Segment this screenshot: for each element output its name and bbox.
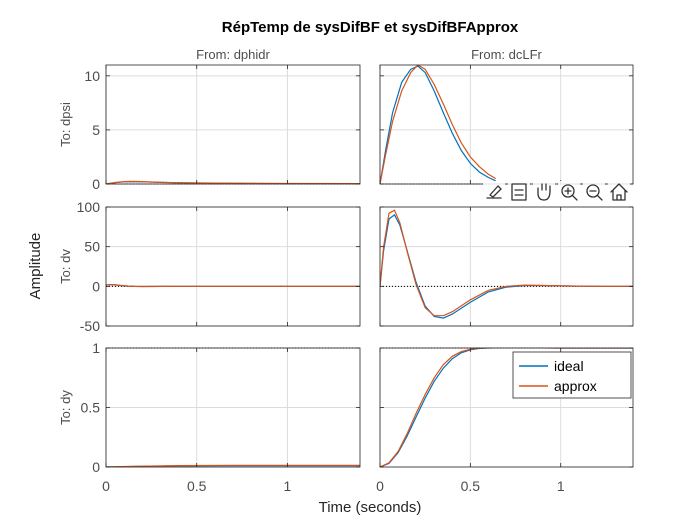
- brush-icon[interactable]: [483, 181, 505, 203]
- series-line-approx: [380, 65, 497, 184]
- column-title: From: dcLFr: [471, 47, 542, 62]
- y-tick-label: 100: [77, 199, 101, 215]
- figure-title: RépTemp de sysDifBF et sysDifBFApprox: [222, 19, 519, 36]
- x-tick-label: 0: [376, 478, 384, 494]
- tip-lines: [514, 189, 524, 196]
- brush-body: [489, 185, 502, 198]
- legend-label-ideal: ideal: [554, 358, 584, 374]
- series-line-ideal: [380, 348, 633, 467]
- axes-box: [105, 206, 361, 327]
- row-label: To: dpsi: [58, 102, 73, 147]
- legend-label-approx: approx: [554, 378, 597, 394]
- axes-background: [106, 65, 360, 184]
- y-tick-label: 50: [84, 239, 100, 255]
- y-tick-label: 0: [92, 176, 100, 192]
- y-tick-label: 5: [92, 122, 100, 138]
- panel-r0-c1: [379, 64, 634, 185]
- x-tick-label: 0.5: [187, 478, 207, 494]
- home-icon[interactable]: [608, 181, 630, 203]
- tip-frame: [511, 183, 527, 201]
- axes-box: [379, 64, 634, 185]
- axes-background: [380, 65, 633, 184]
- series-line-approx: [106, 180, 360, 184]
- figure-xlabel: Time (seconds): [319, 499, 422, 516]
- figure-ylabel: Amplitude: [27, 233, 44, 300]
- x-tick-label: 0.5: [461, 478, 481, 494]
- door: [616, 194, 622, 201]
- toolbar-hit-area: [483, 181, 505, 203]
- series-line-approx: [106, 464, 360, 467]
- panel-r1-c0: -50 0 50 100: [77, 199, 361, 334]
- lens: [586, 184, 600, 198]
- lens-handle: [571, 194, 578, 201]
- y-tick-label: 0: [92, 278, 100, 294]
- axes-toolbar: [483, 181, 630, 203]
- hand-fingers: [537, 183, 551, 194]
- house: [610, 183, 628, 201]
- panel-r0-c0: 0 5 10: [84, 64, 361, 192]
- y-tick-label: 1: [92, 340, 100, 356]
- series-line-approx: [106, 283, 360, 288]
- x-tick-label: 1: [284, 478, 292, 494]
- zoom-in-icon[interactable]: [558, 181, 580, 203]
- row-label: To: dv: [58, 249, 73, 284]
- x-tick-label: 0: [102, 478, 110, 494]
- hand-palm: [537, 190, 551, 201]
- legend: ideal approx: [512, 351, 632, 399]
- panel-r2-c0: 0 0.5 1 0 0.5 1: [81, 340, 361, 494]
- series-line-approx: [380, 209, 633, 317]
- y-tick-label: 10: [84, 68, 100, 84]
- panel-r1-c1: [379, 206, 634, 327]
- axes-background: [106, 207, 360, 326]
- row-label: To: dy: [58, 390, 73, 425]
- toolbar-hit-area: [508, 181, 530, 203]
- data-tips-icon[interactable]: [508, 181, 530, 203]
- axes-box: [105, 64, 361, 185]
- column-title: From: dphidr: [196, 47, 270, 62]
- lens-handle: [596, 194, 603, 201]
- x-tick-label: 1: [557, 478, 565, 494]
- legend-box: [512, 351, 632, 399]
- pan-hand-icon[interactable]: [533, 181, 555, 203]
- series-line-approx: [380, 348, 633, 467]
- series-line-ideal: [380, 65, 496, 184]
- y-tick-label: 0.5: [81, 400, 101, 416]
- axes-box: [379, 206, 634, 327]
- lens: [561, 184, 575, 198]
- y-tick-label: -50: [80, 318, 100, 334]
- axes-background: [380, 207, 633, 326]
- zoom-out-icon[interactable]: [583, 181, 605, 203]
- y-tick-label: 0: [92, 459, 100, 475]
- panels-layer: From: dphidr From: dcLFr To: dpsi To: dv To:…: [58, 47, 634, 494]
